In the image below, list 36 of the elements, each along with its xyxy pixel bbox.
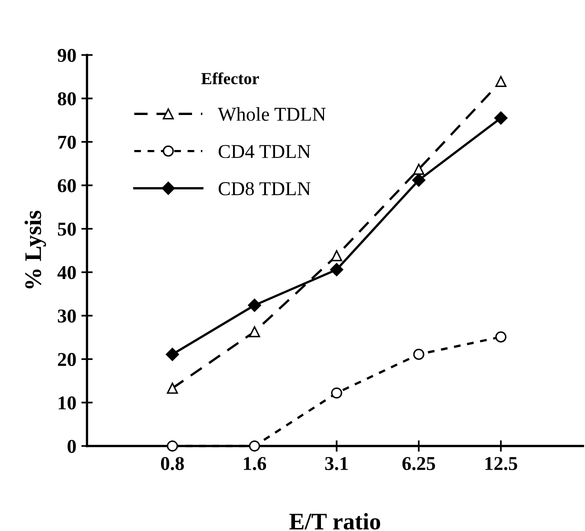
y-tick-label: 60 — [58, 179, 76, 192]
point — [413, 164, 424, 175]
point — [413, 348, 424, 360]
y-tick-label: 90 — [58, 48, 76, 62]
y-tick-label: 70 — [58, 136, 76, 149]
point — [330, 263, 344, 276]
point — [166, 440, 178, 452]
point — [166, 382, 178, 394]
point — [248, 298, 262, 312]
x-tick-label: 3.1 — [325, 457, 348, 470]
y-tick-label: 40 — [57, 266, 76, 280]
point — [331, 387, 342, 399]
point — [494, 111, 508, 125]
point — [412, 174, 426, 187]
point — [495, 76, 506, 88]
x-tick-label: 12.5 — [485, 457, 518, 470]
y-tick-label: 50 — [58, 222, 76, 236]
x-tick-label: 0.8 — [160, 456, 184, 470]
legend-title: Effector — [201, 72, 259, 84]
legend-label: CD4 TDLN — [218, 144, 311, 158]
y-tick-label: 20 — [58, 352, 76, 366]
y-tick-label: 30 — [58, 309, 76, 323]
y-axis-title: % Lysis — [24, 210, 46, 288]
y-tick-label: 80 — [58, 92, 76, 106]
y-tick-label: 0 — [68, 440, 76, 453]
point — [495, 331, 506, 343]
point — [166, 348, 179, 361]
x-tick-label: 6.25 — [402, 457, 436, 470]
legend-label: CD8 TDLN — [218, 182, 311, 196]
point — [248, 440, 260, 452]
point — [331, 250, 342, 262]
point — [248, 326, 260, 338]
x-tick-label: 1.6 — [244, 457, 266, 470]
y-tick-label: 10 — [58, 396, 76, 410]
x-axis-title: E/T ratio — [289, 512, 380, 530]
legend-label: Whole TDLN — [218, 107, 326, 121]
